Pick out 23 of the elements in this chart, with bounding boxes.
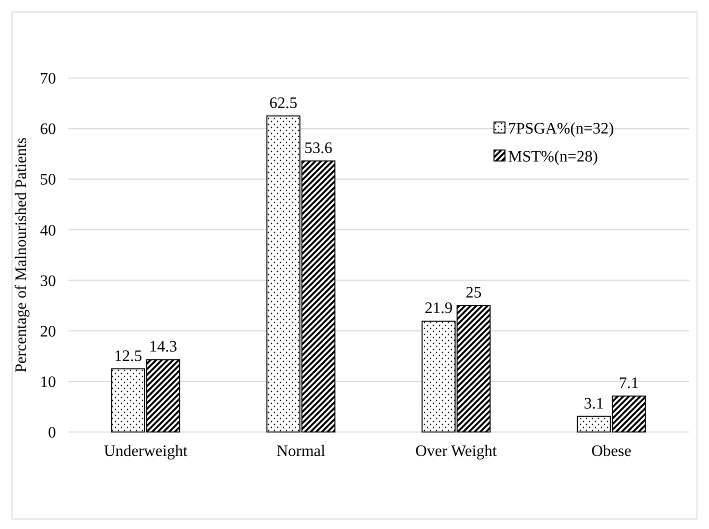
y-tick-label: 30: [40, 272, 56, 290]
x-tick-label: Over Weight: [415, 443, 498, 460]
legend-label: 7PSGA%(n=32): [508, 120, 614, 138]
y-axis-title: Percentage of Malnourished Patients: [13, 137, 30, 373]
x-tick-label: Obese: [591, 443, 632, 460]
x-tick-label: Normal: [276, 443, 326, 460]
data-label: 25: [466, 284, 482, 302]
y-tick-label: 10: [40, 374, 56, 392]
legend-label: MST%(n=28): [508, 148, 598, 166]
y-tick-label: 70: [40, 70, 56, 88]
data-label: 3.1: [584, 395, 604, 412]
y-tick-label: 40: [40, 222, 56, 240]
data-label: 62.5: [269, 94, 298, 112]
y-tick-label: 0: [48, 424, 56, 442]
data-label: 53.6: [304, 140, 332, 157]
data-label: 7.1: [618, 375, 639, 392]
x-tick-label: Underweight: [104, 443, 188, 460]
y-tick-label: 50: [40, 172, 56, 189]
data-label: 21.9: [424, 300, 453, 318]
data-label: 12.5: [114, 348, 142, 365]
y-tick-label: 20: [40, 323, 56, 340]
y-tick-label: 60: [40, 121, 56, 138]
data-label: 14.3: [149, 338, 178, 356]
